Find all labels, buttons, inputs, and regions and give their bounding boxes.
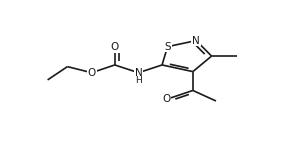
Text: O: O (162, 94, 171, 104)
Text: N: N (192, 36, 200, 46)
Text: O: O (87, 68, 96, 78)
Text: N: N (135, 68, 142, 78)
Text: S: S (164, 42, 171, 52)
Text: O: O (110, 42, 119, 52)
Text: H: H (135, 76, 142, 85)
